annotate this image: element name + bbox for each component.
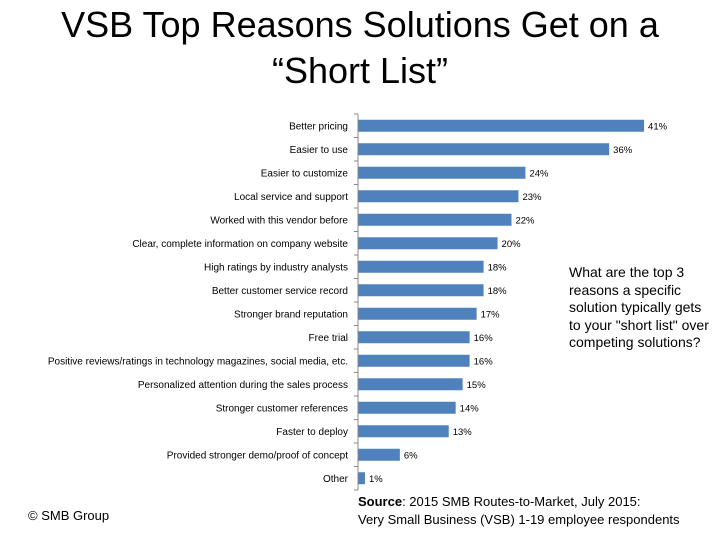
bar [358, 237, 498, 250]
category-label: Clear, complete information on company w… [132, 239, 348, 250]
bar [358, 425, 449, 438]
category-label: Stronger brand reputation [234, 309, 348, 320]
category-label: Other [323, 474, 349, 485]
bar [358, 307, 477, 320]
bar [358, 448, 400, 461]
category-label: High ratings by industry analysts [204, 262, 348, 273]
value-label: 24% [529, 168, 549, 179]
copyright-notice: © SMB Group [28, 508, 110, 523]
source-note: Source: 2015 SMB Routes-to-Market, July … [358, 493, 718, 529]
category-label: Local service and support [234, 192, 348, 203]
category-label: Stronger customer references [216, 403, 348, 414]
bar [358, 119, 645, 132]
bar [358, 354, 470, 367]
category-label: Faster to deploy [276, 427, 348, 438]
category-label: Personalized attention during the sales … [138, 380, 348, 391]
value-label: 14% [460, 403, 480, 414]
survey-question: What are the top 3 reasons a specific so… [569, 264, 709, 350]
category-label: Free trial [309, 333, 348, 344]
value-label: 16% [474, 333, 494, 344]
value-label: 16% [474, 356, 494, 367]
title-line-2: “Short List” [271, 50, 449, 91]
value-label: 13% [453, 427, 473, 438]
bar [358, 213, 512, 226]
value-label: 41% [648, 121, 668, 132]
bar [358, 284, 484, 297]
value-label: 15% [467, 380, 487, 391]
value-label: 22% [515, 215, 535, 226]
source-label: Source [358, 494, 403, 509]
value-label: 23% [522, 192, 542, 203]
source-line-2: Very Small Business (VSB) 1-19 employee … [358, 512, 680, 527]
bar [358, 401, 456, 414]
category-label: Easier to customize [261, 168, 349, 179]
bar [358, 472, 365, 485]
category-label: Provided stronger demo/proof of concept [167, 450, 348, 461]
value-label: 1% [369, 474, 383, 485]
bar [358, 331, 470, 344]
value-label: 36% [613, 145, 633, 156]
value-label: 6% [404, 450, 418, 461]
source-line-1: : 2015 SMB Routes-to-Market, July 2015: [402, 494, 641, 509]
category-label: Worked with this vendor before [210, 215, 348, 226]
value-label: 20% [502, 239, 522, 250]
bar [358, 143, 610, 156]
slide-title: VSB Top Reasons Solutions Get on a “Shor… [0, 2, 720, 94]
category-label: Positive reviews/ratings in technology m… [48, 356, 348, 367]
category-label: Better pricing [289, 121, 348, 132]
category-label: Better customer service record [212, 286, 348, 297]
bar [358, 166, 526, 179]
value-label: 18% [488, 286, 508, 297]
bar-chart: Better pricing 41% Easier to use 36% Easier … [48, 113, 668, 491]
category-label: Easier to use [290, 145, 349, 156]
value-label: 18% [488, 262, 508, 273]
value-label: 17% [481, 309, 501, 320]
bar [358, 378, 463, 391]
title-line-1: VSB Top Reasons Solutions Get on a [61, 4, 659, 45]
bar [358, 260, 484, 273]
bar [358, 190, 519, 203]
